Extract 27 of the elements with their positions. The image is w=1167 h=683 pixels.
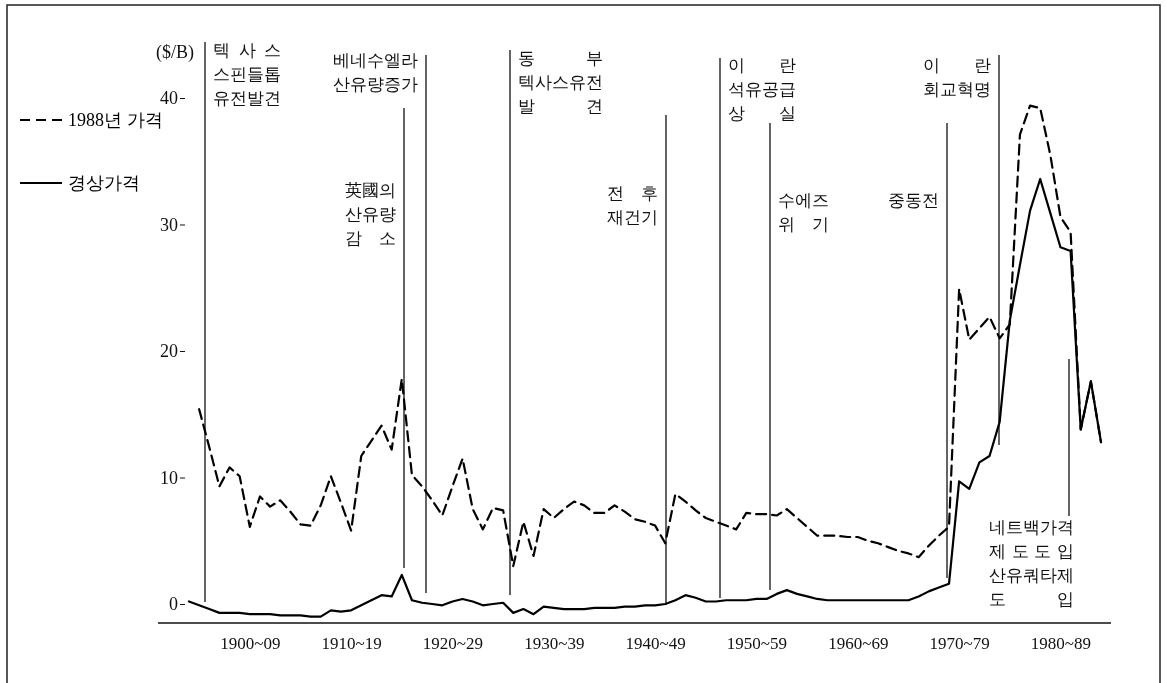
annotation: 이란 회교혁명 xyxy=(923,56,991,99)
annotation: 텍사스 스핀들톱 유전발견 xyxy=(213,41,281,108)
x-tick-label: 1960~69 xyxy=(828,634,889,654)
y-tick-label: 30 xyxy=(160,214,178,235)
annotation: 중동전 xyxy=(888,191,939,210)
y-tick-label: 40 xyxy=(160,88,178,109)
x-tick-label: 1920~29 xyxy=(422,634,484,654)
x-tick-label: 1940~49 xyxy=(625,634,686,654)
y-axis-title: ($/B) xyxy=(156,42,194,63)
x-tick-label: 1930~39 xyxy=(524,634,585,654)
text: 베네수엘라 산유량증가 xyxy=(333,51,418,94)
annotation: 英國의 산유량 감소 xyxy=(345,181,396,248)
annotation: 이란 석유공급 상실 xyxy=(728,56,796,123)
annotation: 전후 재건기 xyxy=(607,184,658,227)
annotation: 수에즈 위기 xyxy=(778,191,829,234)
x-tick-label: 1900~09 xyxy=(220,634,281,654)
y-tick-label: 20 xyxy=(160,341,178,362)
y-tick-label: 0 xyxy=(169,594,178,615)
annotation: 동부 텍사스유전 발견 xyxy=(518,49,603,116)
x-tick-label: 1970~79 xyxy=(929,634,990,654)
y-tick-label: 10 xyxy=(160,467,178,488)
x-tick-label: 1980~89 xyxy=(1030,634,1092,654)
x-tick-label: 1910~19 xyxy=(321,634,382,654)
x-tick-label: 1950~59 xyxy=(726,634,788,654)
legend-label: 1988년 가격 xyxy=(68,110,163,130)
legend-label: 경상가격 xyxy=(68,173,140,193)
annotation: 네트백가격 제도도입 산유쿼타제 도입 xyxy=(989,518,1074,609)
